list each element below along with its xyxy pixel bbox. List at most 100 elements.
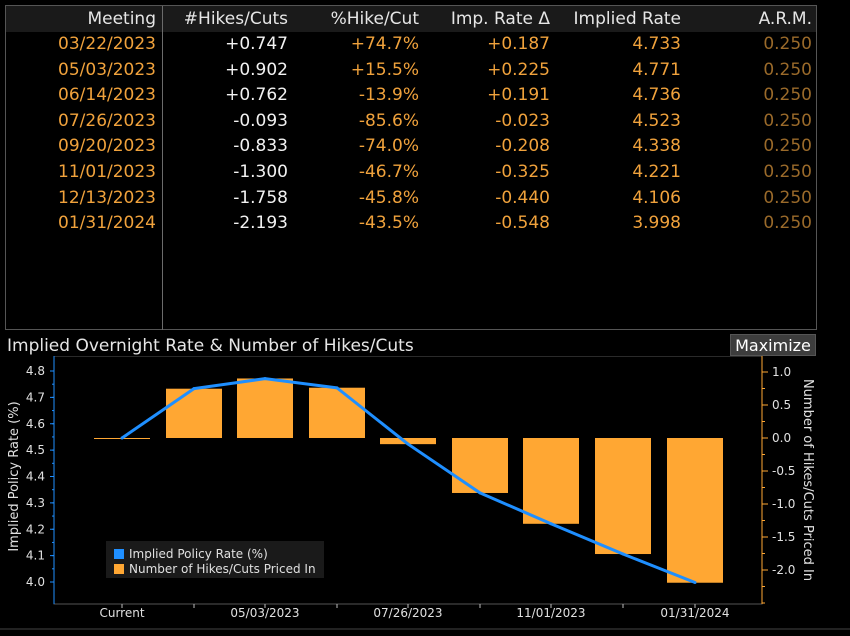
header-pct-hike-cut[interactable]: %Hike/Cut: [330, 9, 419, 29]
cell-hikes-cuts: +0.902: [225, 59, 288, 80]
maximize-button[interactable]: Maximize: [730, 334, 816, 356]
cell-meeting: 11/01/2023: [58, 162, 156, 182]
bar: [667, 438, 723, 583]
line-point: [263, 377, 267, 381]
header-hikes-cuts[interactable]: #Hikes/Cuts: [183, 9, 288, 29]
cell-implied-rate: 4.338: [632, 136, 681, 157]
cell-arm: 0.250: [763, 59, 812, 80]
line-point: [406, 442, 410, 446]
cell-pct-hike-cut: -45.8%: [358, 187, 419, 208]
cell-imp-rate-delta: +0.225: [487, 59, 550, 80]
y-tick-label: 4.7: [26, 390, 45, 404]
line-point: [120, 436, 124, 440]
y-tick-label: 4.0: [26, 575, 45, 589]
legend-label-line: Implied Policy Rate (%): [129, 547, 268, 561]
legend-swatch-bar: [114, 564, 124, 574]
line-point: [192, 387, 196, 391]
line-point: [478, 491, 482, 495]
bar: [523, 438, 579, 524]
cell-pct-hike-cut: -85.6%: [358, 110, 419, 131]
cell-hikes-cuts: -0.093: [233, 110, 288, 131]
cell-meeting: 12/13/2023: [58, 187, 156, 208]
cell-meeting: 09/20/2023: [58, 136, 156, 157]
table-header: Meeting #Hikes/Cuts %Hike/Cut Imp. Rate Δ Im…: [6, 6, 816, 32]
cell-arm: 0.250: [763, 213, 812, 234]
cell-implied-rate: 4.733: [632, 34, 681, 54]
cell-arm: 0.250: [763, 110, 812, 131]
header-meeting[interactable]: Meeting: [87, 9, 156, 29]
y-axis-label: Implied Policy Rate (%): [7, 401, 22, 551]
cell-meeting: 05/03/2023: [58, 59, 156, 80]
cell-imp-rate-delta: -0.440: [495, 187, 550, 208]
cell-implied-rate: 4.106: [632, 187, 681, 208]
bar: [237, 378, 293, 438]
x-tick-label: 07/26/2023: [373, 606, 442, 620]
cell-hikes-cuts: -1.758: [233, 187, 288, 208]
x-tick-label: 11/01/2023: [516, 606, 585, 620]
cell-meeting: 06/14/2023: [58, 85, 156, 106]
cell-imp-rate-delta: -0.325: [495, 162, 550, 182]
cell-arm: 0.250: [763, 34, 812, 54]
cell-pct-hike-cut: +74.7%: [350, 34, 419, 54]
bar: [452, 438, 508, 493]
y-tick-label: 4.8: [26, 364, 45, 378]
cell-hikes-cuts: +0.747: [225, 34, 288, 54]
cell-imp-rate-delta: -0.023: [495, 110, 550, 131]
cell-arm: 0.250: [763, 85, 812, 106]
line-point: [693, 581, 697, 585]
bar: [166, 388, 222, 438]
x-tick-label: Current: [99, 606, 144, 620]
y2-tick-label: -1.0: [772, 497, 795, 511]
cell-arm: 0.250: [763, 136, 812, 157]
y2-tick-label: 0.5: [772, 398, 791, 412]
cell-pct-hike-cut: -43.5%: [358, 213, 419, 234]
x-tick-label: 05/03/2023: [230, 606, 299, 620]
y2-tick-label: 0.0: [772, 431, 791, 445]
y-tick-label: 4.1: [26, 549, 45, 563]
y2-tick-label: -0.5: [772, 464, 795, 478]
legend-swatch-line: [114, 549, 124, 559]
y-tick-label: 4.5: [26, 443, 45, 457]
legend: Implied Policy Rate (%)Number of Hikes/C…: [106, 541, 324, 578]
y2-tick-label: -2.0: [772, 563, 795, 577]
line-point: [335, 386, 339, 390]
cell-pct-hike-cut: +15.5%: [350, 59, 419, 80]
line-point: [621, 552, 625, 556]
cell-implied-rate: 4.736: [632, 85, 681, 106]
cell-hikes-cuts: +0.762: [225, 85, 288, 106]
y2-tick-label: -1.5: [772, 530, 795, 544]
cell-implied-rate: 3.998: [632, 213, 681, 234]
x-tick-label: 01/31/2024: [660, 606, 729, 620]
cell-pct-hike-cut: -74.0%: [358, 136, 419, 157]
line-point: [549, 522, 553, 526]
cell-arm: 0.250: [763, 187, 812, 208]
legend-label-bar: Number of Hikes/Cuts Priced In: [129, 562, 316, 576]
y-tick-label: 4.2: [26, 522, 45, 536]
header-arm[interactable]: A.R.M.: [758, 9, 812, 29]
y2-tick-label: 1.0: [772, 365, 791, 379]
cell-imp-rate-delta: -0.548: [495, 213, 550, 234]
cell-imp-rate-delta: +0.187: [487, 34, 550, 54]
y-tick-label: 4.6: [26, 417, 45, 431]
header-imp-rate-delta[interactable]: Imp. Rate Δ: [450, 9, 550, 29]
cell-pct-hike-cut: -13.9%: [358, 85, 419, 106]
cell-imp-rate-delta: -0.208: [495, 136, 550, 157]
cell-implied-rate: 4.771: [632, 59, 681, 80]
cell-hikes-cuts: -0.833: [233, 136, 288, 157]
column-divider: [162, 6, 163, 330]
cell-pct-hike-cut: -46.7%: [358, 162, 419, 182]
y-tick-label: 4.4: [26, 470, 45, 484]
cell-meeting: 01/31/2024: [58, 213, 156, 234]
chart: 4.8 4.7 4.6 4.5 4.4 4.3 4.2 4.1 4.0 1.0 0.5 0.0 -0.5…: [0, 356, 850, 630]
header-implied-rate[interactable]: Implied Rate: [573, 9, 681, 29]
legend-box: [106, 541, 324, 578]
bar: [309, 387, 365, 438]
meetings-table: Meeting #Hikes/Cuts %Hike/Cut Imp. Rate Δ Im…: [5, 5, 817, 330]
cell-imp-rate-delta: +0.191: [487, 85, 550, 106]
chart-title: Implied Overnight Rate & Number of Hikes…: [7, 336, 414, 356]
cell-arm: 0.250: [763, 162, 812, 182]
cell-implied-rate: 4.221: [632, 162, 681, 182]
y-tick-label: 4.3: [26, 496, 45, 510]
bar: [380, 438, 436, 445]
cell-hikes-cuts: -1.300: [233, 162, 288, 182]
